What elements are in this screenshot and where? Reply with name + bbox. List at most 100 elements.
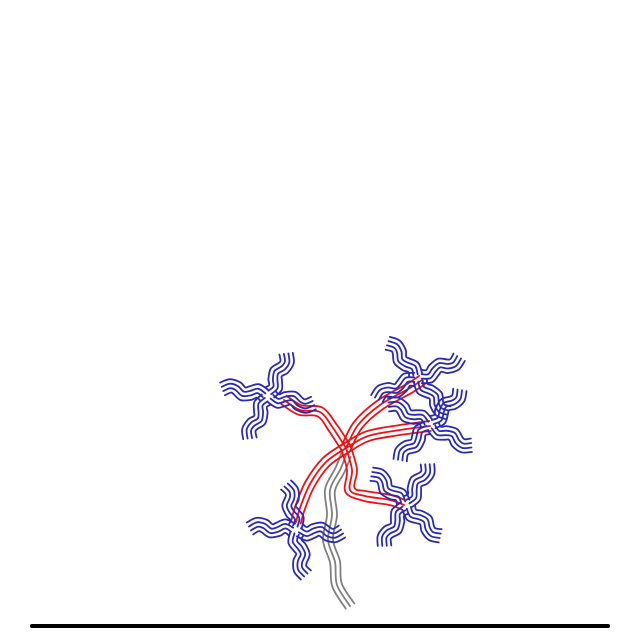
cluster-upper-left-arm xyxy=(219,378,269,402)
cluster-lower-left-arm-strand xyxy=(283,485,296,527)
cluster-right-arm-strand xyxy=(405,433,431,463)
cluster-right-arm-strand xyxy=(392,420,426,460)
cluster-upper-right-arm-strand xyxy=(386,344,415,377)
cluster-upper-right-arm-strand xyxy=(377,380,416,401)
branch-to-upper-left-strand xyxy=(285,394,352,447)
cluster-lower-left-arm xyxy=(245,516,296,539)
branch-to-lower-left-strand xyxy=(295,447,347,523)
cluster-right-arm xyxy=(427,421,473,454)
cluster-upper-right-arm-strand xyxy=(426,378,452,408)
cluster-upper-left-arm xyxy=(267,390,317,414)
cluster-right-arm xyxy=(392,420,431,463)
cluster-upper-right-arm-strand xyxy=(389,336,423,374)
cluster-lower-left-arm-strand xyxy=(245,516,296,526)
cluster-lower-left-arm-strand xyxy=(296,534,347,544)
branch-to-right-strand xyxy=(345,425,431,449)
cluster-right-arm-strand xyxy=(387,405,426,426)
cluster-right-arm-strand xyxy=(427,430,473,454)
cluster-lower-left-arm-strand xyxy=(290,479,305,529)
cluster-lower-left-arm xyxy=(296,521,347,544)
cluster-lower-left-arm-strand xyxy=(291,532,306,578)
cluster-lower-right-arm xyxy=(369,466,411,506)
cluster-lower-left-arm xyxy=(280,479,305,529)
cluster-upper-right-arm xyxy=(413,378,452,420)
cluster-right xyxy=(387,387,473,463)
cluster-right-arm-strand xyxy=(387,400,430,423)
cluster-upper-left-arm xyxy=(241,393,272,440)
cluster-lower-left-arm-strand xyxy=(302,521,340,530)
cluster-upper-right-arm-strand xyxy=(370,371,416,396)
cluster-upper-left-arm-strand xyxy=(269,397,316,410)
branch-to-upper-left xyxy=(280,394,352,452)
cluster-right-arm-strand xyxy=(437,421,472,441)
cluster-upper-right-arm-strand xyxy=(413,382,447,420)
branch-to-lower-right-strand xyxy=(340,448,404,511)
cluster-upper-left-arm-strand xyxy=(254,403,272,439)
cluster-lower-right-arm-strand xyxy=(401,509,440,544)
cluster-upper-right-arm xyxy=(420,352,466,385)
cluster-lower-left-arm-strand xyxy=(250,525,292,535)
cluster-lower-left-arm-strand xyxy=(298,530,344,539)
cluster-right-arm-strand xyxy=(397,425,428,461)
cluster-right-arm-strand xyxy=(388,409,423,429)
cluster-lower-right-arm-strand xyxy=(389,513,409,547)
cluster-right-arm-strand xyxy=(434,390,468,430)
cluster-lower-left-arm-strand xyxy=(286,482,301,528)
cluster-upper-left-arm-strand xyxy=(273,352,295,399)
cluster-right-arm-strand xyxy=(429,387,455,417)
cluster-lower-right-arm-strand xyxy=(371,471,407,503)
cluster-lower-right-arm-strand xyxy=(385,509,407,547)
cluster-lower-left-arm-strand xyxy=(248,521,294,530)
cluster-upper-right-arm-strand xyxy=(387,340,419,376)
cluster-right-arm-strand xyxy=(430,388,459,421)
cluster-lower-right-arm xyxy=(401,504,443,544)
cluster-lower-left-arm-strand xyxy=(296,533,309,575)
cluster-upper-left-arm-strand xyxy=(224,391,262,402)
cluster-lower-right-arm-strand xyxy=(410,506,442,535)
branch-to-upper-right-strand xyxy=(340,374,421,447)
cluster-upper-left xyxy=(219,352,317,440)
cluster-right-arm xyxy=(387,396,433,429)
cluster-lower-right-arm-strand xyxy=(403,463,423,497)
cluster-upper-left-arm-strand xyxy=(270,352,291,395)
cluster-upper-left-arm-strand xyxy=(220,382,267,395)
cluster-lower-left xyxy=(245,479,347,581)
cluster-right-arm-strand xyxy=(434,424,473,445)
cluster-upper-left-arm-strand xyxy=(267,353,286,392)
cluster-upper-right-arm-strand xyxy=(420,352,455,372)
cluster-lower-left-arm-strand xyxy=(252,530,290,539)
cluster-lower-right-arm-strand xyxy=(380,505,404,547)
cluster-lower-right-arm-strand xyxy=(370,475,402,504)
cluster-upper-right-arm-strand xyxy=(421,379,450,412)
cluster-lower-right-arm xyxy=(376,502,409,547)
cluster-upper-right-arm-strand xyxy=(374,376,416,399)
cluster-right-arm-strand xyxy=(432,389,463,425)
branch-to-upper-left-strand xyxy=(280,403,343,452)
cluster-lower-right-arm-strand xyxy=(376,502,401,547)
cluster-upper-left-arm-strand xyxy=(267,401,317,414)
cluster-right-arm-strand xyxy=(430,427,473,450)
cluster-upper-right-arm-strand xyxy=(420,357,462,380)
cluster-right-arm xyxy=(429,387,468,430)
cluster-lower-right-arm xyxy=(403,463,436,508)
cluster-lower-left-arm xyxy=(287,531,312,581)
cluster-lower-left-arm-strand xyxy=(287,531,302,581)
cluster-upper-left-arm-strand xyxy=(272,394,314,405)
cluster-lower-right-arm-strand xyxy=(411,463,436,508)
cluster-lower-right-arm-strand xyxy=(405,463,427,501)
cluster-upper-right-arm-strand xyxy=(384,348,410,378)
cluster-lower-right xyxy=(369,463,443,547)
cluster-group xyxy=(219,336,473,581)
branch-to-upper-left-strand xyxy=(283,399,347,449)
cluster-upper-left-arm-strand xyxy=(250,400,269,439)
cluster-upper-right-arm xyxy=(384,336,423,378)
cluster-lower-right-arm-strand xyxy=(414,504,443,531)
cluster-right-arm-strand xyxy=(401,429,430,462)
cluster-lower-right-arm-strand xyxy=(408,463,432,505)
cluster-upper-right-arm-strand xyxy=(420,355,459,376)
cluster-lower-right-arm-strand xyxy=(405,507,441,539)
cluster-right-arm-strand xyxy=(387,396,433,420)
cluster-upper-left-arm-strand xyxy=(222,387,264,398)
cluster-upper-left-arm xyxy=(264,352,295,399)
